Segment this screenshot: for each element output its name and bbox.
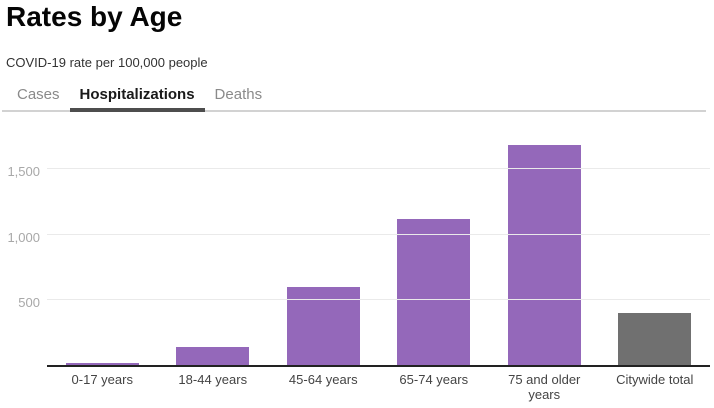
tab-deaths[interactable]: Deaths (205, 85, 273, 112)
x-axis-label-75-and-older-years: 75 and older years (508, 372, 581, 402)
x-axis-label-0-17-years: 0-17 years (71, 372, 133, 387)
bar-column-18-44-years (158, 120, 269, 365)
y-tick-label: 1,000 (7, 229, 40, 245)
page-title: Rates by Age (6, 1, 183, 32)
tab-deaths-label: Deaths (214, 86, 263, 103)
bar-18-44-years[interactable] (176, 347, 250, 365)
gridline (47, 168, 710, 170)
bar-citywide-total[interactable] (618, 313, 692, 365)
y-tick-label: 1,500 (7, 164, 40, 180)
tab-cases-label: Cases (17, 86, 60, 103)
bar-0-17-years[interactable] (65, 363, 139, 365)
y-axis-labels: 500 1,000 1,500 (0, 120, 40, 408)
gridline (47, 233, 710, 235)
tab-cases[interactable]: Cases (7, 85, 70, 112)
bar-column-45-64-years (268, 120, 379, 365)
bar-column-citywide-total (600, 120, 711, 365)
x-axis-labels: 0-17 years 18-44 years 45-64 years 65-74 ye… (47, 372, 710, 402)
x-axis-label-18-44-years: 18-44 years (178, 372, 248, 387)
bar-column-75-and-older-years (489, 120, 600, 365)
bar-chart: 500 1,000 1,500 0-17 years 18-44 years 45-64… (0, 120, 714, 408)
page-subtitle: COVID-19 rate per 100,000 people (6, 55, 208, 70)
bar-column-65-74-years (379, 120, 490, 365)
tab-hospitalizations[interactable]: Hospitalizations (69, 85, 205, 112)
bar-column-0-17-years (47, 120, 158, 365)
x-axis-label-45-64-years: 45-64 years (288, 372, 358, 387)
bar-65-74-years[interactable] (397, 219, 471, 365)
plot-area (47, 120, 710, 367)
metric-tabs: Cases Hospitalizations Deaths (7, 85, 272, 112)
tab-hospitalizations-label: Hospitalizations (79, 86, 195, 103)
bar-45-64-years[interactable] (286, 287, 360, 365)
tabs-divider (2, 110, 706, 112)
y-tick-label: 500 (18, 294, 40, 310)
bars-container (47, 120, 710, 365)
active-tab-underline (69, 108, 205, 112)
bar-75-and-older-years[interactable] (507, 145, 581, 365)
x-axis-label-65-74-years: 65-74 years (399, 372, 469, 387)
gridline (47, 298, 710, 300)
x-axis-label-citywide-total: Citywide total (616, 372, 694, 387)
